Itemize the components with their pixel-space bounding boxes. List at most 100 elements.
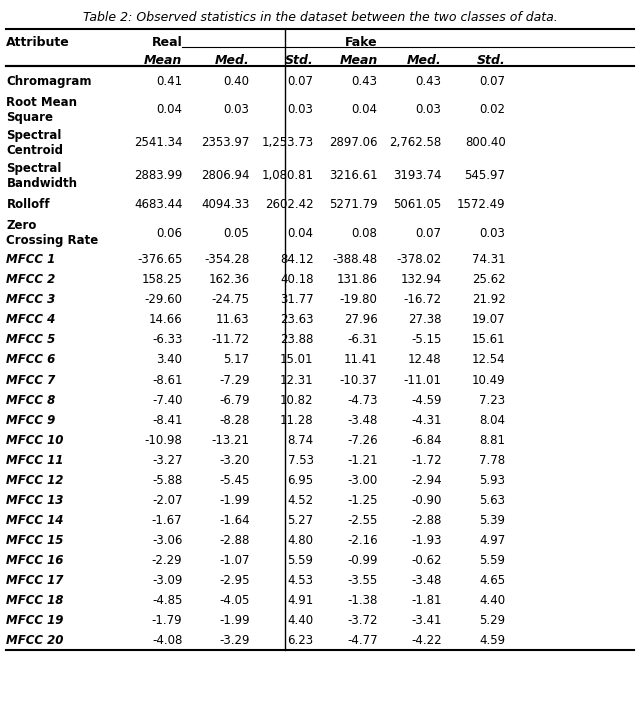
Text: -2.07: -2.07	[152, 494, 182, 507]
Text: 2806.94: 2806.94	[201, 169, 250, 182]
Text: 2897.06: 2897.06	[329, 136, 378, 149]
Text: -4.31: -4.31	[411, 414, 442, 427]
Text: MFCC 13: MFCC 13	[6, 494, 64, 507]
Text: MFCC 10: MFCC 10	[6, 434, 64, 447]
Text: 12.54: 12.54	[472, 353, 506, 366]
Text: -3.00: -3.00	[348, 474, 378, 487]
Text: 5.39: 5.39	[479, 514, 506, 527]
Text: 10.49: 10.49	[472, 374, 506, 386]
Text: Mean: Mean	[144, 54, 182, 67]
Text: -10.37: -10.37	[340, 374, 378, 386]
Text: Med.: Med.	[215, 54, 250, 67]
Text: -1.07: -1.07	[219, 554, 250, 567]
Text: MFCC 16: MFCC 16	[6, 554, 64, 567]
Text: -7.26: -7.26	[347, 434, 378, 447]
Text: -1.64: -1.64	[219, 514, 250, 527]
Text: -4.73: -4.73	[347, 394, 378, 407]
Text: -16.72: -16.72	[403, 293, 442, 306]
Text: 8.81: 8.81	[479, 434, 506, 447]
Text: 6.95: 6.95	[287, 474, 314, 487]
Text: -3.06: -3.06	[152, 534, 182, 547]
Text: 15.01: 15.01	[280, 353, 314, 366]
Text: -11.72: -11.72	[211, 333, 250, 346]
Text: 10.82: 10.82	[280, 394, 314, 407]
Text: -19.80: -19.80	[340, 293, 378, 306]
Text: Attribute: Attribute	[6, 36, 70, 49]
Text: 2602.42: 2602.42	[265, 198, 314, 211]
Text: MFCC 9: MFCC 9	[6, 414, 56, 427]
Text: -5.15: -5.15	[412, 333, 442, 346]
Text: 0.04: 0.04	[351, 103, 378, 116]
Text: MFCC 18: MFCC 18	[6, 594, 64, 607]
Text: 2541.34: 2541.34	[134, 136, 182, 149]
Text: -2.88: -2.88	[220, 534, 250, 547]
Text: -4.05: -4.05	[220, 594, 250, 607]
Text: 158.25: 158.25	[141, 273, 182, 286]
Text: 0.43: 0.43	[351, 75, 378, 87]
Text: -0.99: -0.99	[347, 554, 378, 567]
Text: -6.84: -6.84	[411, 434, 442, 447]
Text: -6.31: -6.31	[347, 333, 378, 346]
Text: Real: Real	[152, 36, 182, 49]
Text: 11.41: 11.41	[344, 353, 378, 366]
Text: 0.02: 0.02	[479, 103, 506, 116]
Text: 0.03: 0.03	[416, 103, 442, 116]
Text: 5.93: 5.93	[479, 474, 506, 487]
Text: 4.65: 4.65	[479, 574, 506, 587]
Text: MFCC 7: MFCC 7	[6, 374, 56, 386]
Text: 5.17: 5.17	[223, 353, 250, 366]
Text: 0.04: 0.04	[287, 227, 314, 239]
Text: 23.88: 23.88	[280, 333, 314, 346]
Text: -388.48: -388.48	[332, 253, 378, 266]
Text: -10.98: -10.98	[145, 434, 182, 447]
Text: 2353.97: 2353.97	[201, 136, 250, 149]
Text: -2.29: -2.29	[152, 554, 182, 567]
Text: -1.67: -1.67	[152, 514, 182, 527]
Text: 12.48: 12.48	[408, 353, 442, 366]
Text: -2.95: -2.95	[219, 574, 250, 587]
Text: -2.94: -2.94	[411, 474, 442, 487]
Text: 4.80: 4.80	[287, 534, 314, 547]
Text: 40.18: 40.18	[280, 273, 314, 286]
Text: 7.23: 7.23	[479, 394, 506, 407]
Text: Spectral
Bandwidth: Spectral Bandwidth	[6, 161, 77, 190]
Text: 0.04: 0.04	[156, 103, 182, 116]
Text: -0.62: -0.62	[411, 554, 442, 567]
Text: 8.04: 8.04	[479, 414, 506, 427]
Text: 4683.44: 4683.44	[134, 198, 182, 211]
Text: MFCC 8: MFCC 8	[6, 394, 56, 407]
Text: MFCC 11: MFCC 11	[6, 454, 64, 467]
Text: 12.31: 12.31	[280, 374, 314, 386]
Text: -3.09: -3.09	[152, 574, 182, 587]
Text: -3.20: -3.20	[220, 454, 250, 467]
Text: -1.81: -1.81	[411, 594, 442, 607]
Text: Med.: Med.	[407, 54, 442, 67]
Text: -1.25: -1.25	[347, 494, 378, 507]
Text: -3.29: -3.29	[219, 635, 250, 647]
Text: -3.27: -3.27	[152, 454, 182, 467]
Text: 11.63: 11.63	[216, 313, 250, 326]
Text: 0.40: 0.40	[223, 75, 250, 87]
Text: 2,762.58: 2,762.58	[389, 136, 442, 149]
Text: 31.77: 31.77	[280, 293, 314, 306]
Text: 5.63: 5.63	[479, 494, 506, 507]
Text: MFCC 20: MFCC 20	[6, 635, 64, 647]
Text: MFCC 12: MFCC 12	[6, 474, 64, 487]
Text: -0.90: -0.90	[412, 494, 442, 507]
Text: 0.05: 0.05	[224, 227, 250, 239]
Text: 0.07: 0.07	[415, 227, 442, 239]
Text: -29.60: -29.60	[145, 293, 182, 306]
Text: Mean: Mean	[339, 54, 378, 67]
Text: Zero
Crossing Rate: Zero Crossing Rate	[6, 219, 99, 247]
Text: 0.06: 0.06	[156, 227, 182, 239]
Text: 4.91: 4.91	[287, 594, 314, 607]
Text: 19.07: 19.07	[472, 313, 506, 326]
Text: -4.59: -4.59	[411, 394, 442, 407]
Text: -1.38: -1.38	[348, 594, 378, 607]
Text: 162.36: 162.36	[209, 273, 250, 286]
Text: -8.28: -8.28	[220, 414, 250, 427]
Text: 0.41: 0.41	[156, 75, 182, 87]
Text: 14.66: 14.66	[148, 313, 182, 326]
Text: -11.01: -11.01	[404, 374, 442, 386]
Text: -4.77: -4.77	[347, 635, 378, 647]
